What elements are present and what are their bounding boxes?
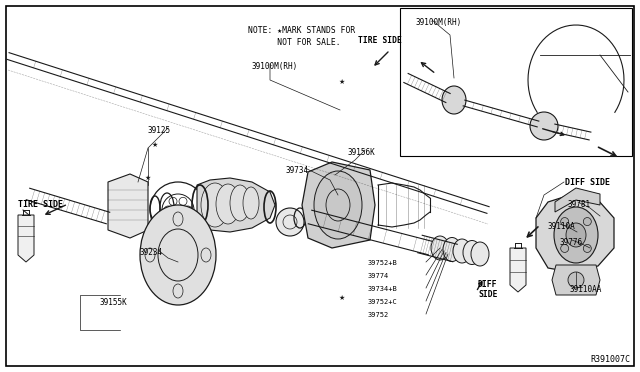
Polygon shape xyxy=(18,215,34,262)
Text: 39781: 39781 xyxy=(567,200,590,209)
Bar xyxy=(400,8,632,156)
Ellipse shape xyxy=(561,244,569,253)
Polygon shape xyxy=(197,178,275,232)
Ellipse shape xyxy=(243,187,259,219)
Ellipse shape xyxy=(471,242,489,266)
Text: 39752+B: 39752+B xyxy=(368,260,397,266)
Ellipse shape xyxy=(276,208,304,236)
Ellipse shape xyxy=(566,223,586,247)
Text: 39234: 39234 xyxy=(140,248,163,257)
Ellipse shape xyxy=(201,183,229,227)
Text: 39752: 39752 xyxy=(368,312,389,318)
Ellipse shape xyxy=(561,218,569,225)
Text: ★: ★ xyxy=(339,79,345,85)
Ellipse shape xyxy=(568,272,584,288)
Text: 39156K: 39156K xyxy=(348,148,376,157)
Ellipse shape xyxy=(314,171,362,239)
Text: 39155K: 39155K xyxy=(100,298,128,307)
Ellipse shape xyxy=(463,241,481,264)
Text: R391007C: R391007C xyxy=(590,355,630,364)
Ellipse shape xyxy=(583,218,591,225)
Text: 39734: 39734 xyxy=(285,166,308,175)
Text: DIFF
SIDE: DIFF SIDE xyxy=(478,280,497,299)
Ellipse shape xyxy=(453,239,471,263)
Polygon shape xyxy=(108,174,148,238)
Text: TIRE SIDE: TIRE SIDE xyxy=(358,36,402,45)
Polygon shape xyxy=(552,265,600,295)
Text: TIRE SIDE: TIRE SIDE xyxy=(18,200,63,209)
Text: 39774: 39774 xyxy=(368,273,389,279)
Polygon shape xyxy=(510,248,526,292)
Text: 39776: 39776 xyxy=(560,238,583,247)
Ellipse shape xyxy=(530,112,558,140)
Text: 39125: 39125 xyxy=(148,126,171,135)
Polygon shape xyxy=(536,195,614,272)
Text: 39110AA: 39110AA xyxy=(570,285,602,294)
Text: 39752+C: 39752+C xyxy=(368,299,397,305)
Text: 39100M(RH): 39100M(RH) xyxy=(252,62,298,71)
Text: 39100M(RH): 39100M(RH) xyxy=(415,18,461,27)
Ellipse shape xyxy=(554,207,598,263)
Ellipse shape xyxy=(140,205,216,305)
Text: 39110A: 39110A xyxy=(548,222,576,231)
Text: 39734+B: 39734+B xyxy=(368,286,397,292)
Polygon shape xyxy=(302,162,375,248)
Text: NOTE: ★MARK STANDS FOR
      NOT FOR SALE.: NOTE: ★MARK STANDS FOR NOT FOR SALE. xyxy=(248,26,355,47)
Polygon shape xyxy=(555,188,600,212)
Ellipse shape xyxy=(216,184,240,224)
Text: ★: ★ xyxy=(152,142,158,148)
Ellipse shape xyxy=(443,237,461,262)
Ellipse shape xyxy=(583,244,591,253)
Ellipse shape xyxy=(442,86,466,114)
Ellipse shape xyxy=(431,236,449,260)
Text: ★: ★ xyxy=(145,175,151,181)
Text: ★: ★ xyxy=(339,295,345,301)
Text: DIFF SIDE: DIFF SIDE xyxy=(565,178,610,187)
Ellipse shape xyxy=(230,185,250,221)
